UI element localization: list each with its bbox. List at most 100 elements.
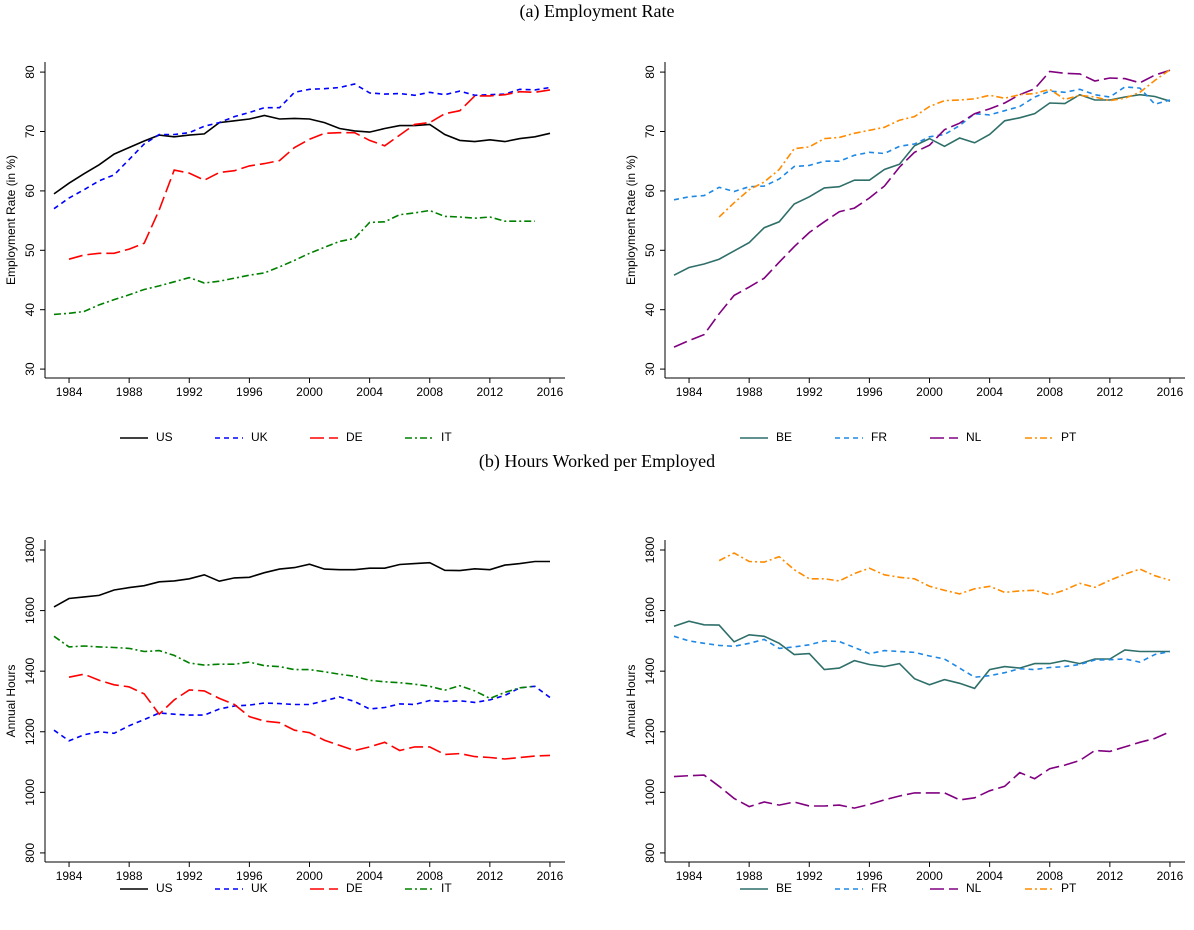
x-tick-label: 1992: [176, 385, 203, 399]
y-tick-label: 1400: [643, 657, 657, 684]
data-line: [718, 552, 1171, 596]
x-tick-label: 1988: [736, 869, 763, 883]
data-line: [673, 730, 1171, 809]
data-line: [68, 673, 551, 760]
y-axis-label: Employment Rate (in %): [4, 155, 18, 285]
y-tick-label: 70: [23, 125, 37, 139]
legend-label: BE: [776, 430, 792, 444]
y-tick-label: 1600: [23, 597, 37, 624]
data-line: [53, 114, 551, 195]
x-tick-label: 2000: [916, 869, 943, 883]
data-line: [673, 635, 1171, 679]
x-tick-label: 1992: [796, 385, 823, 399]
data-line: [673, 93, 1171, 276]
y-tick-label: 50: [643, 243, 657, 257]
x-tick-label: 2000: [296, 869, 323, 883]
y-tick-label: 50: [23, 243, 37, 257]
legend-label: UK: [251, 430, 268, 444]
y-tick-label: 1000: [23, 779, 37, 806]
x-tick-label: 1996: [856, 869, 883, 883]
x-tick-label: 2016: [537, 869, 564, 883]
y-tick-label: 800: [643, 843, 657, 863]
data-line: [53, 685, 551, 742]
x-tick-label: 2004: [356, 385, 383, 399]
x-tick-label: 1984: [676, 869, 703, 883]
x-tick-label: 1988: [116, 869, 143, 883]
data-line: [673, 620, 1170, 690]
x-tick-label: 2016: [1157, 869, 1184, 883]
x-tick-label: 2016: [537, 385, 564, 399]
data-line: [68, 89, 551, 260]
data-line: [673, 69, 1171, 348]
x-tick-label: 1988: [116, 385, 143, 399]
x-tick-label: 1988: [736, 385, 763, 399]
x-tick-label: 2012: [1097, 385, 1124, 399]
data-line: [673, 86, 1171, 201]
y-tick-label: 1800: [643, 536, 657, 563]
y-tick-label: 70: [643, 125, 657, 139]
legend-label: DE: [346, 881, 363, 895]
y-axis-label: Annual Hours: [4, 665, 18, 738]
legend-label: NL: [966, 881, 982, 895]
y-tick-label: 1200: [643, 718, 657, 745]
legend-label: IT: [441, 430, 452, 444]
x-tick-label: 2012: [1097, 869, 1124, 883]
x-tick-label: 2004: [976, 869, 1003, 883]
data-line: [53, 83, 551, 210]
y-tick-label: 80: [643, 65, 657, 79]
y-tick-label: 60: [23, 184, 37, 198]
x-tick-label: 2012: [477, 869, 504, 883]
x-tick-label: 2004: [356, 869, 383, 883]
x-tick-label: 1996: [236, 869, 263, 883]
y-tick-label: 30: [643, 362, 657, 376]
legend-label: UK: [251, 881, 268, 895]
legend-label: NL: [966, 430, 982, 444]
section-heading: (a) Employment Rate: [520, 1, 675, 22]
panel: 800 1000 1200 1400 1600 1800 1984 1988 1992 1996 2…: [4, 536, 565, 895]
x-tick-label: 2012: [477, 385, 504, 399]
x-tick-label: 1996: [236, 385, 263, 399]
y-tick-label: 800: [23, 843, 37, 863]
panel: 30 40 50 60 70 80 1984 1988 1992 1996 2000 2004 2008…: [4, 62, 565, 444]
y-tick-label: 1600: [643, 597, 657, 624]
legend-label: DE: [346, 430, 363, 444]
y-tick-label: 1800: [23, 536, 37, 563]
x-tick-label: 2016: [1157, 385, 1184, 399]
x-tick-label: 2000: [916, 385, 943, 399]
y-tick-label: 1400: [23, 657, 37, 684]
panel: 30 40 50 60 70 80 1984 1988 1992 1996 2000 2004 2008…: [624, 62, 1185, 444]
x-tick-label: 1996: [856, 385, 883, 399]
y-tick-label: 30: [23, 362, 37, 376]
x-tick-label: 1984: [56, 869, 83, 883]
x-tick-label: 2004: [976, 385, 1003, 399]
y-tick-label: 40: [643, 303, 657, 317]
y-tick-label: 40: [23, 303, 37, 317]
y-tick-label: 80: [23, 65, 37, 79]
x-tick-label: 1984: [56, 385, 83, 399]
x-tick-label: 2008: [416, 385, 443, 399]
y-tick-label: 1200: [23, 718, 37, 745]
x-tick-label: 1984: [676, 385, 703, 399]
legend-label: PT: [1061, 881, 1077, 895]
y-axis-label: Annual Hours: [624, 665, 638, 738]
legend-label: US: [156, 430, 173, 444]
x-tick-label: 2008: [416, 869, 443, 883]
legend-label: PT: [1061, 430, 1077, 444]
x-tick-label: 2000: [296, 385, 323, 399]
legend-label: US: [156, 881, 173, 895]
x-tick-label: 1992: [176, 869, 203, 883]
legend-label: FR: [871, 881, 887, 895]
y-tick-label: 1000: [643, 779, 657, 806]
legend-label: FR: [871, 430, 887, 444]
legend-label: BE: [776, 881, 792, 895]
y-axis-label: Employment Rate (in %): [624, 155, 638, 285]
x-tick-label: 1992: [796, 869, 823, 883]
data-line: [53, 635, 535, 700]
x-tick-label: 2008: [1036, 385, 1063, 399]
x-tick-label: 2008: [1036, 869, 1063, 883]
data-line: [53, 209, 535, 316]
data-line: [53, 560, 550, 608]
panel: 800 1000 1200 1400 1600 1800 1984 1988 1992 1996 2…: [624, 536, 1185, 895]
legend-label: IT: [441, 881, 452, 895]
